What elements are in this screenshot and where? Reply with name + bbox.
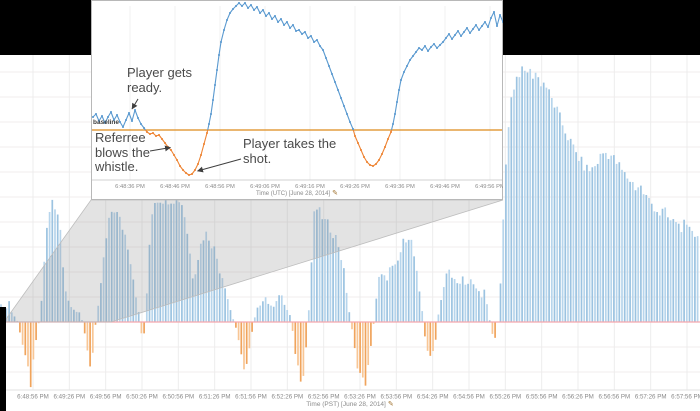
- main-x-axis-title-text: Time (PST) [June 28, 2014]: [306, 401, 386, 408]
- zoom-region-link: [3, 199, 504, 323]
- svg-text:6:48:36 PM: 6:48:36 PM: [115, 184, 145, 190]
- inset-x-axis-title: Time (UTC) [June 28, 2014] ✎: [91, 189, 503, 197]
- inset-x-axis-title-text: Time (UTC) [June 28, 2014]: [255, 191, 331, 197]
- inset-gridlines: [92, 6, 502, 181]
- baseline-label: baseline: [93, 119, 120, 126]
- svg-text:6:54:26 PM: 6:54:26 PM: [417, 394, 449, 401]
- svg-text:6:49:36 PM: 6:49:36 PM: [385, 184, 415, 190]
- svg-text:6:49:06 PM: 6:49:06 PM: [250, 184, 280, 190]
- annotation-referee-blows-whistle: Referree blows the whistle.: [95, 130, 150, 175]
- axis-title-edit-icon[interactable]: ✎: [332, 190, 338, 197]
- inset-panel-frame: [91, 0, 503, 200]
- inset-x-tick-labels: 6:48:36 PM 6:48:46 PM 6:48:56 PM 6:49:06 PM…: [115, 184, 503, 190]
- main-bars: [0, 66, 699, 388]
- axis-title-edit-icon[interactable]: ✎: [387, 401, 394, 408]
- svg-text:6:49:16 PM: 6:49:16 PM: [295, 184, 325, 190]
- svg-text:6:48:46 PM: 6:48:46 PM: [160, 184, 190, 190]
- background-mask-bottom-left: [0, 307, 6, 411]
- svg-text:6:55:56 PM: 6:55:56 PM: [526, 394, 558, 401]
- svg-text:6:56:56 PM: 6:56:56 PM: [599, 394, 631, 401]
- main-x-axis-title: Time (PST) [June 28, 2014] ✎: [0, 400, 700, 408]
- annotation-player-takes-shot: Player takes the shot.: [243, 136, 337, 166]
- main-x-tick-labels: 6:48:56 PM 6:49:26 PM 6:49:56 PM 6:50:26 PM…: [17, 394, 700, 401]
- svg-text:6:48:56 PM: 6:48:56 PM: [205, 184, 235, 190]
- svg-text:6:51:56 PM: 6:51:56 PM: [235, 394, 267, 401]
- svg-text:6:54:56 PM: 6:54:56 PM: [453, 394, 485, 401]
- svg-text:6:49:46 PM: 6:49:46 PM: [430, 184, 460, 190]
- svg-text:6:49:56 PM: 6:49:56 PM: [90, 394, 122, 401]
- svg-text:6:52:26 PM: 6:52:26 PM: [272, 394, 304, 401]
- svg-text:6:49:56 PM: 6:49:56 PM: [475, 184, 503, 190]
- svg-text:6:48:56 PM: 6:48:56 PM: [17, 394, 49, 401]
- svg-text:6:50:26 PM: 6:50:26 PM: [126, 394, 158, 401]
- svg-text:6:52:56 PM: 6:52:56 PM: [308, 394, 340, 401]
- svg-text:6:57:56 PM: 6:57:56 PM: [671, 394, 700, 401]
- inset-line-chart: 6:48:36 PM 6:48:46 PM 6:48:56 PM 6:49:06 PM…: [91, 0, 503, 200]
- svg-text:6:51:26 PM: 6:51:26 PM: [199, 394, 231, 401]
- annotation-player-gets-ready: Player gets ready.: [127, 65, 193, 95]
- svg-text:6:49:26 PM: 6:49:26 PM: [54, 394, 86, 401]
- annotation-arrows: [131, 98, 242, 173]
- svg-text:6:53:26 PM: 6:53:26 PM: [344, 394, 376, 401]
- inset-line-markers: [92, 2, 503, 176]
- svg-text:6:57:26 PM: 6:57:26 PM: [635, 394, 667, 401]
- svg-text:6:53:56 PM: 6:53:56 PM: [381, 394, 413, 401]
- svg-text:6:50:56 PM: 6:50:56 PM: [163, 394, 195, 401]
- zoom-inset-panel: 6:48:36 PM 6:48:46 PM 6:48:56 PM 6:49:06 PM…: [91, 0, 503, 200]
- svg-text:6:49:26 PM: 6:49:26 PM: [340, 184, 370, 190]
- svg-text:6:55:26 PM: 6:55:26 PM: [490, 394, 522, 401]
- svg-text:6:56:26 PM: 6:56:26 PM: [562, 394, 594, 401]
